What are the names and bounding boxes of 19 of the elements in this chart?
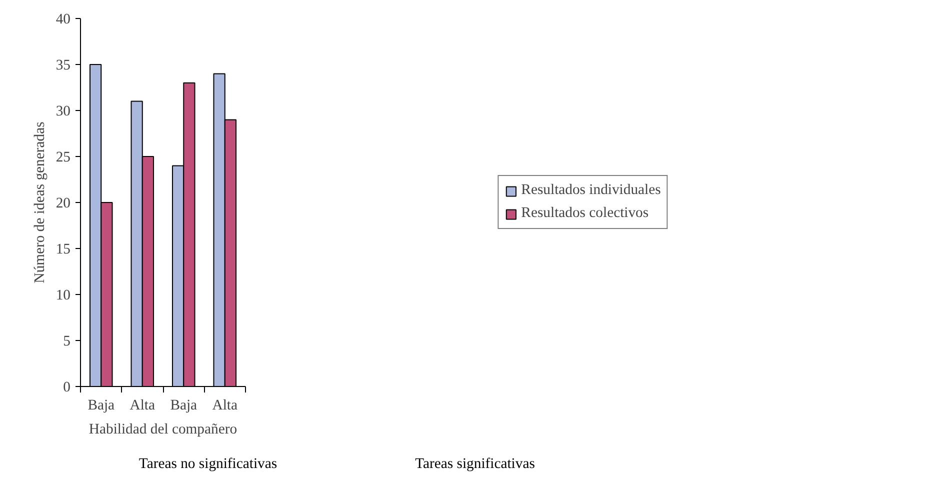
x-tick-label: Baja (88, 398, 116, 414)
text: Tareas no significativas (138, 455, 278, 474)
y-tick-label: 15 (56, 242, 70, 258)
legend-label: Resultados individuales (521, 182, 661, 199)
y-tick-label: 30 (56, 104, 70, 120)
text: Tareas significativas (415, 455, 535, 474)
y-tick-label: 40 (56, 12, 70, 28)
y-tick-label: 0 (63, 380, 70, 396)
y-tick-label: 10 (56, 288, 70, 304)
x-tick-label: Alta (212, 398, 238, 414)
y-tick-label: 25 (56, 150, 70, 166)
y-axis-title: Número de ideas generadas (32, 121, 48, 284)
legend-label: Resultados colectivos (521, 205, 649, 222)
y-tick-label: 35 (56, 58, 70, 74)
x-tick-label: Baja (170, 398, 198, 414)
x-tick-label: Alta (130, 398, 156, 414)
y-tick-label: 5 (63, 334, 70, 350)
x-axis-title: Habilidad del compañero (88, 422, 238, 438)
y-tick-label: 20 (56, 196, 70, 212)
